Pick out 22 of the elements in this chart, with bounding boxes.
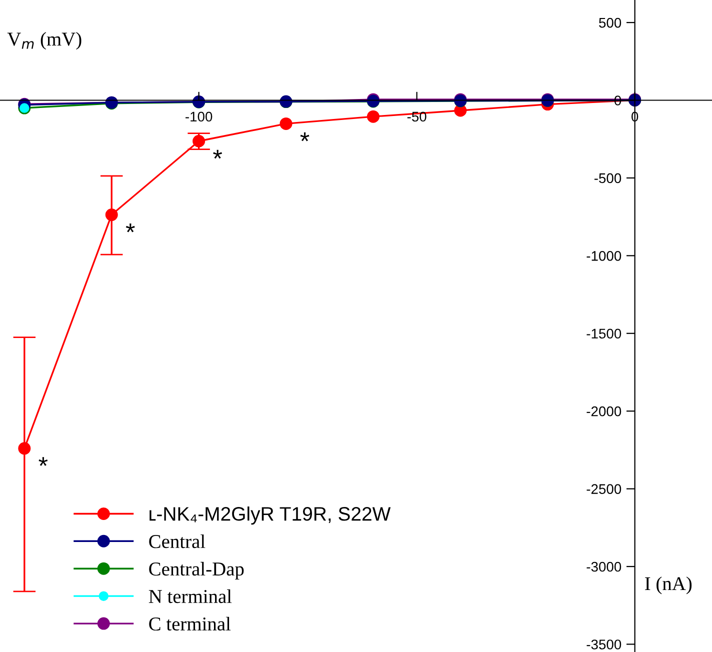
y-tick-label: -3500 bbox=[586, 640, 622, 650]
x-tick-label: -50 bbox=[407, 112, 426, 122]
y-tick-label: -3000 bbox=[586, 562, 622, 572]
y-tick-label: -1500 bbox=[586, 328, 622, 339]
y-tick-label: 500 bbox=[599, 18, 622, 28]
y-tick-label: -500 bbox=[594, 173, 622, 184]
annotation: * bbox=[300, 132, 310, 142]
y-tick-label: 0 bbox=[614, 96, 622, 106]
legend-label: Central bbox=[149, 534, 206, 548]
x-tick-label: -100 bbox=[186, 112, 212, 122]
annotation: * bbox=[126, 224, 135, 232]
legend-label: Central-Dap bbox=[149, 562, 244, 580]
annotation: * bbox=[38, 457, 48, 466]
y-tick-label: -2500 bbox=[586, 484, 622, 494]
legend-label: C terminal bbox=[149, 616, 231, 631]
legend-label: ʟ-NK₄-M2GlyR T19R, S22W bbox=[150, 506, 391, 525]
x-axis-title: V$_{m}$ (mV) bbox=[7, 32, 82, 50]
y-tick-label: -2000 bbox=[586, 406, 622, 416]
y-axis-title: I (nA) bbox=[645, 576, 692, 594]
y-tick-label: -1000 bbox=[586, 251, 622, 261]
legend-label: N terminal bbox=[148, 589, 232, 604]
annotation: * bbox=[213, 150, 222, 159]
